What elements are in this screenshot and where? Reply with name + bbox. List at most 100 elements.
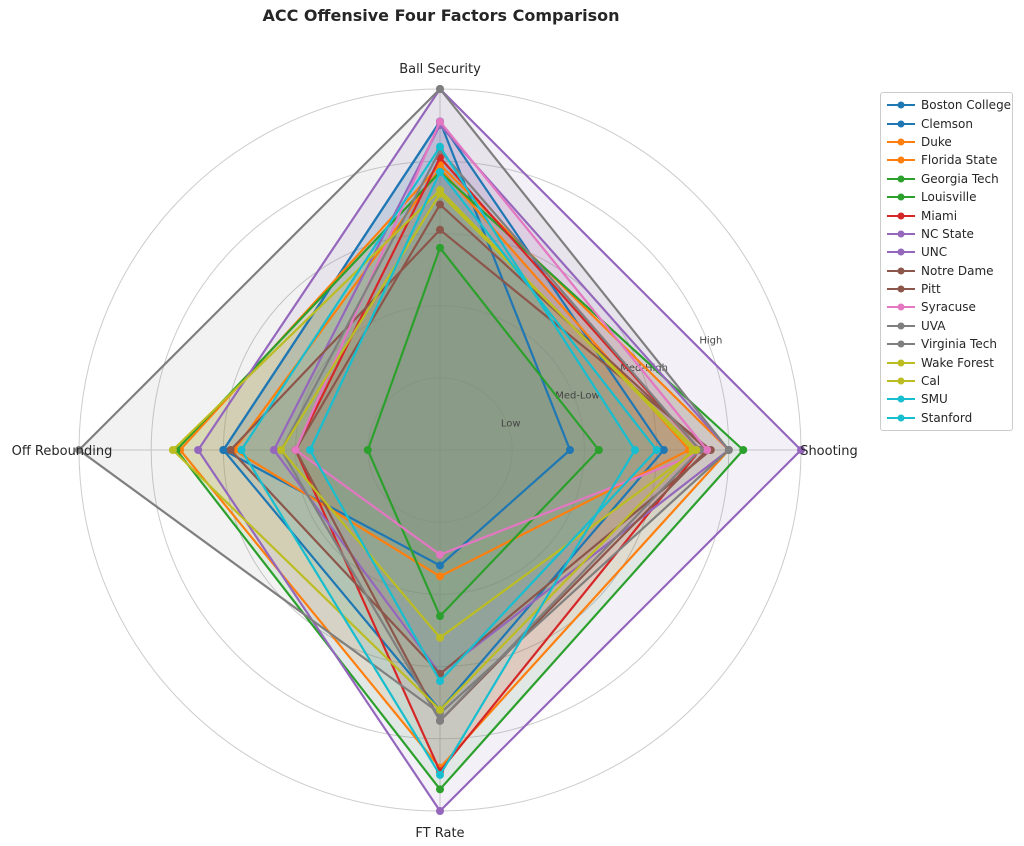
series-point [594, 446, 603, 454]
series-point [436, 550, 444, 559]
legend-swatch [887, 340, 915, 348]
series-point [630, 446, 639, 454]
series-point [436, 770, 444, 779]
tick-label: Med-Low [555, 391, 599, 402]
legend-label: Wake Forest [921, 355, 994, 370]
series-lines [75, 85, 805, 815]
legend-label: Stanford [921, 410, 973, 425]
legend-swatch [887, 303, 915, 311]
tick-label: Low [501, 418, 521, 429]
legend-swatch [887, 414, 915, 422]
series-point [363, 446, 372, 454]
series-point [436, 572, 444, 581]
series-area [310, 172, 657, 681]
series-point [291, 446, 300, 454]
legend-item: Clemson [881, 114, 1012, 132]
axis-label: Ball Security [399, 62, 481, 77]
tick-label: Med-High [620, 363, 668, 374]
legend-item: Georgia Tech [881, 170, 1012, 188]
legend-label: Clemson [921, 116, 973, 131]
series-point [436, 807, 444, 815]
axis-label: Off Rebounding [12, 444, 113, 459]
series-point [75, 446, 83, 454]
legend-swatch [887, 156, 915, 164]
legend-swatch [887, 377, 915, 385]
legend-item: Stanford [881, 409, 1012, 427]
series-point [219, 446, 228, 454]
legend-label: Boston College [921, 98, 1012, 113]
legend-item: Miami [881, 206, 1012, 224]
legend-swatch [887, 120, 915, 128]
series-area [176, 172, 744, 790]
series-point [724, 446, 733, 454]
legend-swatch [887, 230, 915, 238]
legend-swatch [887, 322, 915, 330]
legend-item: Boston College [881, 96, 1012, 114]
series-point [652, 446, 661, 454]
series-group [306, 168, 661, 686]
series-point [565, 446, 574, 454]
legend-label: Georgia Tech [921, 171, 999, 186]
series-point [436, 785, 444, 794]
legend-label: SMU [921, 392, 948, 407]
series-point [436, 716, 444, 725]
series-area [295, 157, 700, 772]
series-area [367, 247, 599, 617]
legend-item: Florida State [881, 151, 1012, 169]
legend-label: Louisville [921, 190, 977, 205]
series-point [688, 446, 697, 454]
series-point [436, 168, 444, 177]
legend-swatch [887, 101, 915, 109]
legend-swatch [887, 212, 915, 220]
series-point [436, 677, 444, 686]
legend-label: Miami [921, 208, 958, 223]
legend-label: Notre Dame [921, 263, 994, 278]
radar-chart: Low Med-Low Med-High High Ball Security Shoo… [12, 62, 858, 841]
legend-swatch [887, 248, 915, 256]
series-point [194, 446, 203, 454]
legend-label: Cal [921, 374, 941, 389]
legend-swatch [887, 175, 915, 183]
series-point [277, 446, 286, 454]
series-point [436, 633, 444, 642]
series-point [306, 446, 315, 454]
axis-label: FT Rate [415, 826, 464, 841]
tick-labels: Low Med-Low Med-High High [501, 335, 722, 429]
series-area [79, 89, 729, 714]
series-point [797, 446, 805, 454]
series-point [436, 85, 444, 93]
series-group [237, 142, 639, 779]
legend-swatch [887, 395, 915, 403]
series-point [436, 561, 444, 570]
series-point [269, 446, 278, 454]
series-area [223, 121, 664, 710]
series-point [703, 446, 712, 454]
legend-swatch [887, 138, 915, 146]
series-point [436, 142, 444, 151]
legend-label: Syracuse [921, 300, 976, 315]
legend-label: Virginia Tech [921, 337, 997, 352]
legend-item: SMU [881, 390, 1012, 408]
series-point [739, 446, 748, 454]
legend-label: Florida State [921, 153, 998, 168]
legend-swatch [887, 193, 915, 201]
series-point [436, 225, 444, 234]
series-point [168, 446, 177, 454]
tick-label: High [699, 335, 722, 346]
series-point [436, 705, 444, 714]
axis-label: Shooting [800, 444, 858, 459]
series-point [436, 117, 444, 126]
legend-item: Notre Dame [881, 262, 1012, 280]
legend-item: Pitt [881, 280, 1012, 298]
chart-title: ACC Offensive Four Factors Comparison [262, 6, 620, 25]
legend-item: Wake Forest [881, 353, 1012, 371]
legend-item: Syracuse [881, 298, 1012, 316]
legend-swatch [887, 267, 915, 275]
legend-item: Cal [881, 372, 1012, 390]
series-group [363, 243, 603, 621]
legend-item: NC State [881, 225, 1012, 243]
legend-item: UVA [881, 317, 1012, 335]
series-point [436, 243, 444, 252]
legend-item: UNC [881, 243, 1012, 261]
